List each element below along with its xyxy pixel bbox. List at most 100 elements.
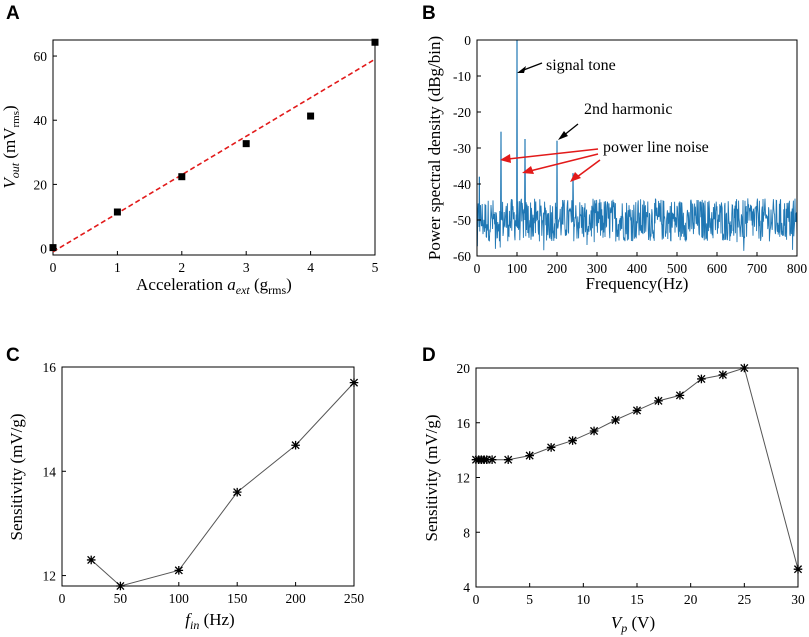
panel-b-ytick-label: -50 bbox=[453, 213, 471, 228]
arrow-signal-tone-head bbox=[517, 66, 526, 73]
panel-d-xtick-label: 0 bbox=[473, 592, 480, 607]
panel-d-xtick-label: 15 bbox=[630, 592, 644, 607]
panel-a-ytick-label: 20 bbox=[34, 177, 48, 192]
panel-d-point bbox=[611, 415, 620, 425]
panel-b-xtick-label: 600 bbox=[707, 261, 728, 276]
panel-a-xtick-label: 1 bbox=[114, 260, 121, 275]
panel-c-xlabel-unit: (Hz) bbox=[199, 610, 234, 629]
panel-d-ytick-label: 12 bbox=[457, 471, 471, 486]
arrow-noise-60hz-head bbox=[500, 154, 511, 163]
panel-d-ylabel: Sensitivity (mV/g) bbox=[422, 414, 441, 541]
panel-a-ytick-label: 0 bbox=[40, 242, 47, 257]
panel-d-point bbox=[793, 564, 803, 574]
panel-a-ylabel-unit-sub: rms bbox=[10, 111, 22, 128]
panel-b-xtick-label: 800 bbox=[787, 261, 808, 276]
annotation-signal-tone: signal tone bbox=[546, 57, 616, 74]
panel-d-point bbox=[697, 374, 706, 384]
panel-a-xtick-label: 4 bbox=[307, 260, 314, 275]
panel-a-xlabel: Acceleration aext (grms) bbox=[136, 275, 292, 297]
panel-d-point bbox=[546, 443, 556, 452]
panel-c-frame bbox=[61, 366, 355, 587]
panel-a-ylabel: Vout (mVrms) bbox=[0, 105, 22, 188]
panel-d-ytick-label: 8 bbox=[463, 525, 470, 540]
arrow-harmonic-head bbox=[558, 131, 568, 140]
panel-d-point bbox=[589, 426, 599, 436]
panel-b: B 0 100 200 300 400 500 600 700 800 0 -10 -20 -30 -40… bbox=[422, 3, 807, 293]
panel-c-xlabel-sub: in bbox=[190, 618, 199, 632]
panel-d-point bbox=[568, 436, 577, 445]
panel-b-ytick-label: -10 bbox=[453, 69, 471, 84]
panel-c-ylabel: Sensitivity (mV/g) bbox=[7, 413, 26, 540]
panel-d-point bbox=[718, 370, 728, 380]
panel-a-ylabel-sub: out bbox=[8, 162, 22, 178]
panel-b-plot bbox=[476, 39, 798, 251]
panel-c-series-line bbox=[90, 382, 355, 587]
panel-a-xtick-label: 5 bbox=[372, 260, 379, 275]
panel-a-point bbox=[113, 208, 121, 216]
panel-a-point bbox=[242, 140, 250, 148]
arrow-noise-120hz-head bbox=[522, 166, 534, 174]
panel-d-point bbox=[503, 455, 513, 465]
arrow-noise-240hz-head bbox=[570, 172, 581, 182]
panel-b-xtick-label: 200 bbox=[547, 261, 568, 276]
arrow-noise-120hz-line bbox=[529, 153, 599, 172]
panel-b-xtick-label: 500 bbox=[667, 261, 688, 276]
panel-a-point bbox=[307, 112, 315, 120]
panel-d-xlabel-sym: V bbox=[611, 613, 624, 632]
panel-c-ytick-label: 14 bbox=[43, 464, 57, 479]
panel-b-xtick-label: 700 bbox=[747, 261, 768, 276]
panel-a-fit-line bbox=[52, 58, 376, 253]
panel-d-ytick-label: 20 bbox=[457, 361, 471, 376]
panel-b-ytick-label: -30 bbox=[453, 141, 471, 156]
panel-d-xtick-label: 25 bbox=[738, 592, 752, 607]
panel-d: D 0 5 10 15 20 25 30 4 8 12 16 20 Vp (V) Sensitivit… bbox=[422, 345, 805, 635]
panel-c: C 0 50 100 150 200 250 12 14 16 fin (Hz) Sensiti… bbox=[6, 345, 364, 632]
panel-c-point bbox=[291, 440, 300, 450]
panel-a-point bbox=[371, 38, 379, 46]
panel-b-xtick-label: 400 bbox=[627, 261, 648, 276]
panel-a-point bbox=[49, 244, 57, 252]
panel-c-xtick-label: 0 bbox=[59, 591, 66, 606]
panel-c-xtick-label: 100 bbox=[169, 591, 190, 606]
panel-d-frame bbox=[475, 367, 799, 588]
panel-c-xtick-label: 50 bbox=[114, 591, 128, 606]
panel-a-xtick-label: 3 bbox=[243, 260, 250, 275]
panel-c-point bbox=[86, 555, 96, 565]
panel-a-xlabel-sub: ext bbox=[236, 283, 251, 297]
panel-d-point bbox=[525, 451, 534, 460]
panel-b-xtick-label: 100 bbox=[507, 261, 528, 276]
panel-a-plot bbox=[49, 38, 379, 253]
panel-d-xtick-label: 10 bbox=[577, 592, 591, 607]
panel-c-xtick-label: 150 bbox=[227, 591, 248, 606]
panel-b-xlabel: Frequency(Hz) bbox=[586, 274, 689, 293]
panel-c-point bbox=[116, 581, 125, 591]
panel-b-xtick-label: 0 bbox=[474, 261, 481, 276]
panel-c-point bbox=[232, 487, 242, 497]
panel-c-letter: C bbox=[6, 345, 20, 366]
panel-d-xtick-label: 30 bbox=[791, 592, 805, 607]
panel-a-ylabel-unit-open: (mV bbox=[0, 127, 19, 163]
panel-d-point bbox=[654, 396, 663, 406]
panel-d-point bbox=[675, 391, 685, 400]
panel-a-ticks: 0 1 2 3 4 5 0 20 40 60 bbox=[34, 49, 379, 275]
panel-a-xtick-label: 0 bbox=[50, 260, 57, 275]
annotation-power-line-noise: power line noise bbox=[603, 139, 709, 156]
panel-c-ticks: 0 50 100 150 200 250 12 14 16 bbox=[43, 360, 365, 606]
panel-b-ytick-label: -40 bbox=[453, 177, 471, 192]
panel-c-point bbox=[349, 378, 359, 387]
panel-d-plot bbox=[471, 363, 803, 574]
panel-d-point bbox=[482, 455, 492, 465]
panel-d-xlabel: Vp (V) bbox=[611, 613, 655, 635]
panel-b-spectrum-line bbox=[476, 39, 798, 251]
panel-a-xlabel-unit-sub: rms bbox=[268, 283, 286, 297]
panel-a-frame bbox=[52, 39, 376, 256]
panel-c-plot bbox=[86, 378, 359, 591]
panel-c-xlabel-sym: f bbox=[185, 610, 192, 629]
panel-a-xlabel-unit-close: ) bbox=[286, 275, 292, 294]
panel-d-xtick-label: 5 bbox=[526, 592, 533, 607]
panel-b-letter: B bbox=[422, 3, 436, 24]
panel-a-ytick-label: 40 bbox=[34, 113, 48, 128]
panel-d-point bbox=[740, 363, 749, 373]
panel-a-xtick-label: 2 bbox=[178, 260, 185, 275]
